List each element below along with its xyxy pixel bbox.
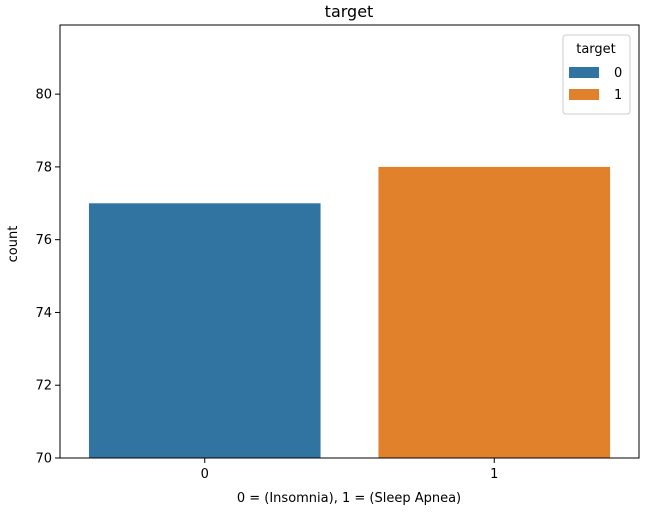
legend-label-1: 1 bbox=[614, 88, 622, 103]
bar-0 bbox=[88, 203, 321, 458]
chart-title: target bbox=[325, 2, 374, 21]
legend-swatch-0 bbox=[569, 67, 599, 78]
bars-group bbox=[88, 166, 611, 458]
bar-1 bbox=[378, 166, 611, 458]
y-tick-label: 76 bbox=[35, 233, 52, 248]
y-tick-label: 74 bbox=[35, 306, 52, 321]
y-axis-ticks: 70 72 74 76 78 80 bbox=[35, 88, 60, 467]
x-axis-label: 0 = (Insomnia), 1 = (Sleep Apnea) bbox=[237, 491, 461, 506]
legend: target 01 bbox=[562, 34, 631, 115]
x-tick-label: 1 bbox=[490, 467, 498, 482]
y-tick-label: 70 bbox=[35, 452, 52, 467]
y-tick-label: 78 bbox=[35, 160, 52, 175]
legend-title: target bbox=[576, 42, 616, 57]
y-axis-label: count bbox=[6, 226, 21, 263]
legend-entries: 01 bbox=[569, 66, 622, 103]
x-tick-label: 0 bbox=[201, 467, 209, 482]
y-tick-label: 72 bbox=[35, 379, 52, 394]
y-tick-label: 80 bbox=[35, 88, 52, 103]
plot-frame bbox=[59, 24, 640, 459]
legend-label-0: 0 bbox=[614, 66, 622, 81]
legend-swatch-1 bbox=[569, 89, 599, 100]
